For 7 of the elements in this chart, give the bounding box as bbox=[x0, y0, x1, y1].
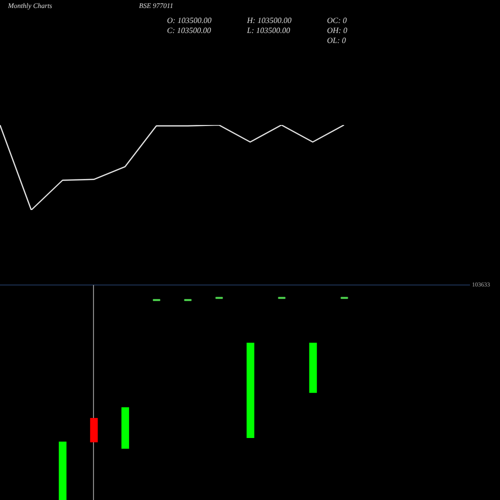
text: OH: 0 bbox=[327, 26, 348, 36]
text: O: 103500.00 bbox=[167, 16, 212, 26]
text: OC: 0 bbox=[327, 16, 347, 26]
text: OL: 0 bbox=[327, 36, 346, 46]
text: H: 103500.00 bbox=[246, 16, 292, 26]
text: C: 103500.00 bbox=[167, 26, 211, 36]
text: L: 103500.00 bbox=[246, 26, 290, 36]
